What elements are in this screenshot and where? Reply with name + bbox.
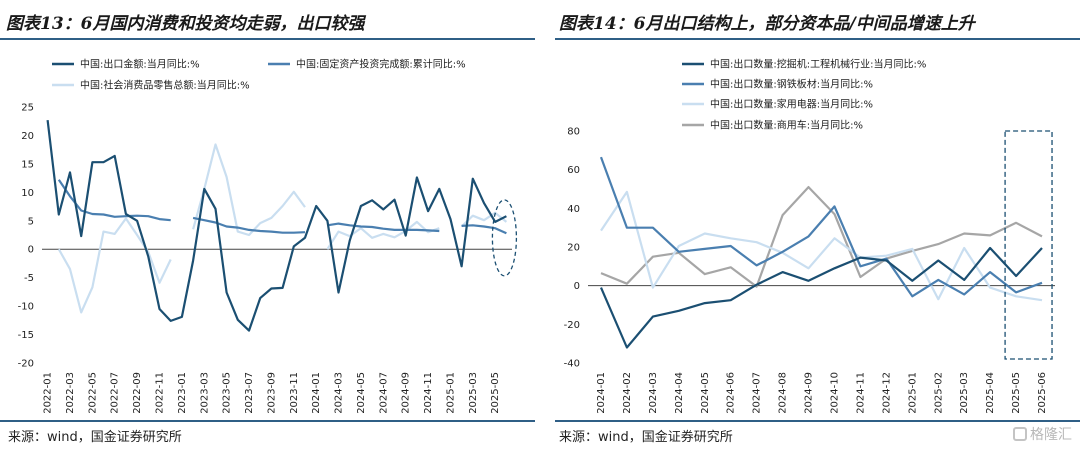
x-tick-label: 2025-03 [468,372,479,414]
x-tick-label: 2024-12 [881,372,892,414]
source-divider [0,420,535,422]
x-tick-label: 2025-05 [490,372,501,414]
series-line [46,119,507,332]
x-tick-label: 2025-01 [445,372,456,414]
x-tick-label: 2024-06 [726,372,737,414]
x-tick-label: 2024-03 [334,372,345,414]
title-divider [555,38,1080,40]
x-tick-label: 2025-03 [959,372,970,414]
x-tick-label: 2024-09 [804,372,815,414]
y-tick-label: -10 [18,302,34,313]
chart-panel-left: 图表13：6月国内消费和投资均走弱，出口较强 中国:出口金额:当月同比:% 中国:… [0,14,535,445]
legend-label: 中国:出口金额:当月同比:% [80,58,200,71]
x-tick-label: 2024-01 [596,372,607,414]
x-tick-label: 2022-11 [155,372,166,414]
x-tick-label: 2024-11 [423,372,434,414]
y-tick-label: -20 [18,359,34,370]
series-line [57,179,507,235]
x-tick-label: 2024-09 [401,372,412,414]
x-tick-label: 2024-04 [674,372,685,414]
series-line [600,186,1043,288]
x-tick-label: 2024-05 [700,372,711,414]
legend-label: 中国:出口数量:挖掘机:工程机械行业:当月同比:% [710,58,926,71]
legend-label: 中国:出口数量:钢铁板材:当月同比:% [710,78,873,91]
x-tick-label: 2023-01 [177,372,188,414]
x-tick-label: 2024-05 [356,372,367,414]
y-tick-label: 10 [21,188,34,199]
y-tick-label: 20 [21,131,34,142]
x-tick-label: 2025-06 [1037,372,1048,414]
legend-label: 中国:出口数量:家用电器:当月同比:% [710,98,873,111]
source-note: 来源：wind，国金证券研究所 [8,430,182,445]
y-tick-label: 0 [28,245,34,256]
x-tick-label: 2024-01 [311,372,322,414]
x-tick-label: 2025-02 [933,372,944,414]
source-note: 来源：wind，国金证券研究所 [559,430,733,445]
y-tick-label: 40 [567,204,580,215]
x-tick-label: 2022-09 [132,372,143,414]
y-tick-label: 60 [567,165,580,176]
x-tick-label: 2024-03 [648,372,659,414]
y-tick-label: -20 [564,320,580,331]
y-tick-label: -15 [18,330,34,341]
x-tick-label: 2024-10 [829,372,840,414]
series-line [599,156,1043,298]
y-tick-label: 20 [567,243,580,254]
x-tick-label: 2024-08 [778,372,789,414]
chart-title: 图表14：6月出口结构上，部分资本品/中间品增速上升 [559,14,975,34]
watermark: 格隆汇 [1013,424,1072,444]
x-tick-label: 2022-03 [65,372,76,414]
x-tick-label: 2023-03 [199,372,210,414]
y-tick-label: 25 [21,103,34,114]
x-tick-label: 2024-07 [752,372,763,414]
source-divider [555,420,1080,422]
x-tick-label: 2023-09 [266,372,277,414]
x-tick-label: 2024-11 [855,372,866,414]
x-tick-label: 2022-01 [43,372,54,414]
y-tick-label: -5 [24,273,34,284]
legend-label: 中国:出口数量:商用车:当月同比:% [710,119,863,132]
legend-label: 中国:固定资产投资完成额:累计同比:% [296,58,466,71]
x-tick-label: 2024-07 [378,372,389,414]
x-tick-label: 2022-07 [110,372,121,414]
y-tick-label: 80 [567,127,580,138]
x-tick-label: 2022-05 [87,372,98,414]
legend-label: 中国:社会消费品零售总额:当月同比:% [80,79,250,92]
series-line [57,143,508,314]
title-divider [0,38,535,40]
x-tick-label: 2023-05 [222,372,233,414]
chart-export-structure: 中国:出口数量:挖掘机:工程机械行业:当月同比:% 中国:出口数量:钢铁板材:当月… [564,58,1055,414]
highlight-ellipse [491,199,518,277]
x-tick-label: 2023-07 [244,372,255,414]
series-line [599,246,1043,349]
y-tick-label: 5 [28,216,34,227]
highlight-box [1004,130,1053,360]
chart-export-investment-consumption: 中国:出口金额:当月同比:% 中国:固定资产投资完成额:累计同比:% 中国:社会消费… [18,58,518,414]
x-tick-label: 2025-05 [1011,372,1022,414]
x-tick-label: 2023-11 [289,372,300,414]
chart-title: 图表13：6月国内消费和投资均走弱，出口较强 [6,14,365,34]
y-tick-label: 15 [21,159,34,170]
watermark-logo-icon [1013,427,1027,441]
x-tick-label: 2025-04 [985,372,996,414]
series-line [600,190,1043,302]
chart-panel-right: 图表14：6月出口结构上，部分资本品/中间品增速上升 中国:出口数量:挖掘机:工… [545,0,1080,451]
x-tick-label: 2025-01 [907,372,918,414]
watermark-text: 格隆汇 [1030,427,1072,443]
y-tick-label: 0 [574,281,580,292]
x-tick-label: 2024-02 [622,372,633,414]
y-tick-label: -40 [564,359,580,370]
